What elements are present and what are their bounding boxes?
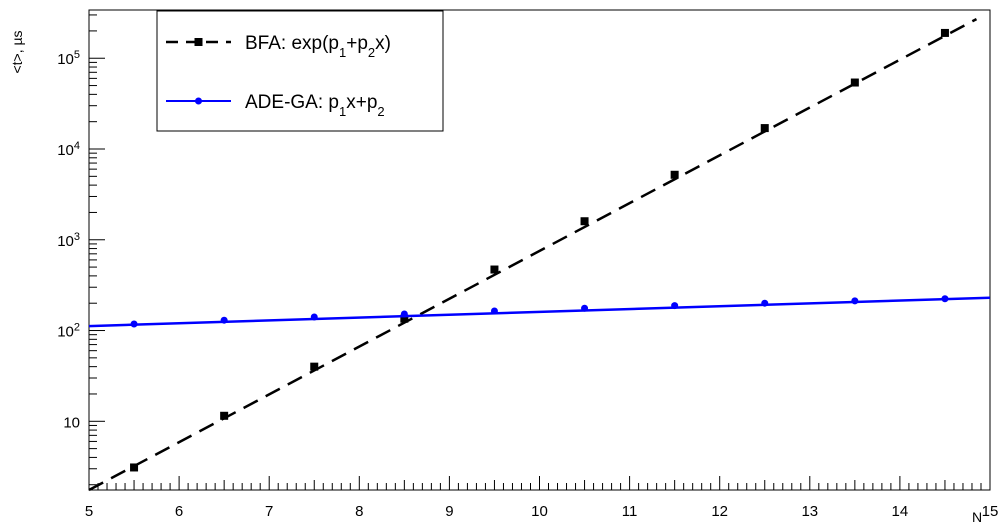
data-point — [581, 304, 589, 312]
data-point — [761, 299, 769, 307]
data-point — [400, 314, 409, 323]
data-point — [400, 310, 408, 318]
data-point — [671, 302, 679, 310]
y-tick-label: 103 — [57, 231, 80, 250]
x-axis-title: N — [972, 509, 982, 525]
series-layer — [88, 17, 991, 492]
legend-entry: BFA: exp(p1+p2x) — [166, 33, 391, 60]
data-point — [310, 313, 318, 321]
data-point — [580, 217, 589, 226]
data-point — [670, 170, 679, 179]
y-tick-label: 105 — [57, 49, 80, 68]
series-ade-ga — [88, 295, 991, 328]
y-tick-label: 10 — [63, 414, 80, 431]
fit-line — [88, 296, 991, 328]
x-tick-label: 15 — [982, 503, 999, 520]
data-point — [850, 78, 859, 87]
x-tick-label: 14 — [892, 503, 909, 520]
data-point — [220, 316, 228, 324]
x-tick-label: 12 — [711, 503, 728, 520]
fit-line — [88, 17, 978, 492]
x-tick-label: 7 — [265, 503, 273, 520]
data-point — [130, 320, 138, 328]
legend-entry: ADE-GA: p1x+p2 — [166, 92, 385, 119]
legend: BFA: exp(p1+p2x) ADE-GA: p1x+p2 — [156, 10, 444, 132]
series-bfa — [88, 17, 978, 492]
data-point — [490, 265, 499, 274]
y-axis-title: <t>, µs — [9, 30, 25, 73]
x-tick-label: 13 — [801, 503, 818, 520]
data-point — [760, 124, 769, 133]
legend-box — [156, 10, 444, 132]
legend-label: ADE-GA: p1x+p2 — [245, 92, 385, 119]
data-point — [940, 28, 949, 37]
x-tick-label: 8 — [355, 503, 363, 520]
x-tick-label: 9 — [445, 503, 453, 520]
data-point — [851, 297, 859, 305]
legend-marker — [195, 97, 202, 105]
x-tick-label: 11 — [622, 503, 638, 520]
data-point — [490, 307, 498, 315]
legend-label: BFA: exp(p1+p2x) — [245, 33, 391, 60]
data-point — [130, 463, 139, 472]
x-tick-label: 6 — [175, 503, 183, 520]
y-tick-label: 102 — [57, 322, 80, 341]
data-point — [941, 295, 949, 303]
y-tick-label: 104 — [57, 140, 80, 159]
x-tick-label: 5 — [85, 503, 93, 520]
legend-items: BFA: exp(p1+p2x) ADE-GA: p1x+p2 — [166, 33, 391, 119]
data-point — [310, 362, 319, 371]
data-point — [220, 411, 229, 420]
legend-marker — [194, 38, 203, 46]
x-tick-label: 10 — [531, 503, 548, 520]
axes: 5 6 7 8 9 10 11 12 13 14 15 10 102 103 104 105 — [57, 14, 999, 520]
